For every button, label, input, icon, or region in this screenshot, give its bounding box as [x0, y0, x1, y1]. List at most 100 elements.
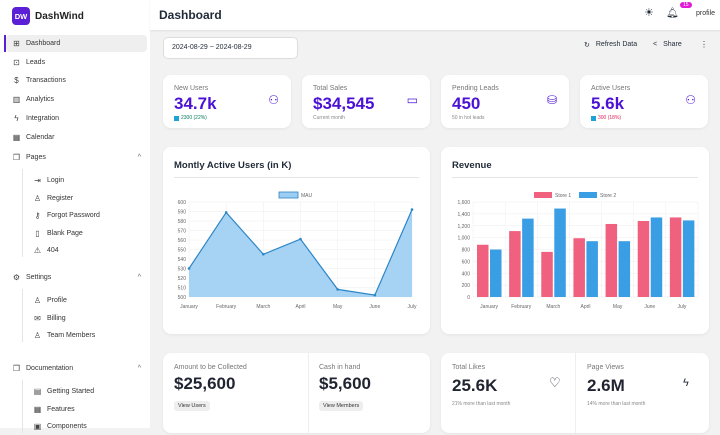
sidebar-item-leads[interactable]: ⊡ Leads: [6, 54, 147, 71]
subitem-icon: ▤: [33, 387, 42, 396]
sidebar-subitem[interactable]: ▯ Blank Page: [6, 225, 147, 242]
subitem-label: Getting Started: [47, 388, 95, 395]
sidebar-subitem[interactable]: ▦ Features: [6, 401, 147, 418]
stat-title: Total Sales: [313, 85, 348, 92]
subitem-icon: ⇥: [34, 176, 41, 185]
amount-value: $25,600: [174, 374, 236, 393]
subitem-label: Login: [47, 177, 65, 184]
stat-value: $34,545: [313, 94, 375, 113]
group-label: Pages: [26, 154, 46, 161]
sidebar-subitem[interactable]: ♙ Register: [6, 190, 147, 207]
sidebar-item-label: Leads: [26, 58, 46, 66]
cash-title: Cash in hand: [319, 364, 361, 371]
chevron-up-icon[interactable]: ^: [137, 154, 141, 161]
sidebar-item-dashboard[interactable]: ⊞ Dashboard: [4, 35, 147, 52]
subitem-icon: ⚠: [33, 246, 42, 256]
stat-card: New Users 34.7k 2300 (22%) ⚇: [163, 75, 291, 128]
sidebar-item-transactions[interactable]: $ Transactions: [6, 72, 147, 89]
stat-title: Active Users: [591, 85, 631, 92]
likes-title: Total Likes: [452, 364, 486, 371]
stat-icon: ▭: [406, 93, 418, 107]
group-icon: ⚙: [12, 273, 21, 282]
view-users-button[interactable]: View Users: [174, 401, 210, 411]
sidebar-group-documentation[interactable]: ❐ Documentation ^: [6, 360, 147, 377]
subitem-label: Blank Page: [47, 229, 83, 237]
notification-bell-icon[interactable]: 🔔︎: [666, 8, 679, 19]
stat-card: Pending Leads 450 50 in hot leads ⛁: [441, 75, 569, 128]
stat-desc: 2300 (22%): [181, 115, 207, 121]
view-members-button[interactable]: View Members: [319, 401, 364, 411]
theme-toggle-sun-icon[interactable]: ☀: [644, 7, 654, 19]
subitem-label: Billing: [47, 314, 66, 322]
views-desc: 14% more than last month: [587, 401, 646, 407]
notification-badge: 15: [680, 2, 692, 8]
stat-value: 34.7k: [174, 94, 217, 113]
stat-title: New Users: [174, 85, 209, 92]
sidebar-subitem[interactable]: ✉ Billing: [6, 310, 147, 327]
refresh-icon: ↻: [584, 42, 590, 49]
bolt-icon: ϟ: [14, 113, 19, 123]
stat-icon: ⚇: [685, 93, 696, 107]
collection-card: Amount to be Collected $25,600 View Users …: [163, 353, 430, 433]
sidebar-item-calendar[interactable]: ▦ Calendar: [6, 129, 147, 146]
stat-value: 450: [452, 94, 481, 113]
subitem-label: Profile: [47, 297, 67, 304]
calendar-icon: ▦: [12, 132, 21, 142]
trend-icon: [174, 115, 179, 121]
stat-desc: 50 in hot leads: [452, 115, 485, 121]
more-options-icon[interactable]: ⋮: [700, 40, 708, 49]
refresh-label: Refresh Data: [595, 41, 638, 48]
engagement-card: Total Likes 25.6K 21% more than last month…: [441, 353, 709, 433]
avatar[interactable]: profile: [696, 10, 716, 17]
chart-title: Revenue: [452, 160, 492, 171]
sidebar-subitem[interactable]: ▤ Getting Started: [6, 383, 147, 400]
stat-icon: ⛁: [546, 93, 557, 107]
group-icon: ❐: [12, 153, 21, 162]
cash-value: $5,600: [319, 374, 371, 393]
subitem-icon: ▣: [33, 422, 42, 432]
sidebar-subitem[interactable]: ▣ Components: [6, 418, 147, 435]
stat-card: Total Sales $34,545 Current month ▭: [302, 75, 430, 128]
logo[interactable]: DW DashWind: [12, 7, 84, 25]
inbox-icon: ⊡: [13, 57, 20, 67]
share-label: Share: [663, 41, 682, 48]
page-title: Dashboard: [159, 8, 222, 22]
refresh-data-button[interactable]: ↻ Refresh Data: [584, 41, 637, 49]
logo-badge: DW: [12, 7, 30, 25]
sidebar-subitem[interactable]: ♙ Team Members: [6, 327, 147, 344]
chevron-up-icon[interactable]: ^: [137, 274, 141, 281]
sidebar-item-label: Dashboard: [26, 40, 61, 47]
subitem-label: 404: [47, 247, 59, 255]
group-label: Settings: [26, 274, 52, 281]
stat-desc: Current month: [313, 115, 345, 121]
heart-icon: ♡: [549, 375, 561, 390]
subitem-label: Components: [47, 423, 87, 431]
app-name: DashWind: [35, 10, 84, 22]
stat-icon: ⚇: [268, 93, 279, 107]
share-icon: <: [653, 41, 658, 48]
trend-icon: [591, 115, 596, 121]
sidebar-item-integration[interactable]: ϟ Integration: [6, 110, 147, 127]
grid-icon: ⊞: [13, 39, 20, 48]
sidebar-subitem[interactable]: ⚠ 404: [6, 242, 147, 259]
mau-chart-card: Montly Active Users (in K): [163, 147, 430, 334]
likes-value: 25.6K: [452, 376, 498, 395]
stat-card: Active Users 5.6k 300 (18%) ⚇: [580, 75, 708, 128]
sidebar-item-analytics[interactable]: ▥ Analytics: [6, 91, 147, 108]
chevron-up-icon[interactable]: ^: [137, 365, 141, 372]
sidebar-group-pages[interactable]: ❐ Pages ^: [6, 149, 147, 166]
share-button[interactable]: < Share: [653, 41, 682, 48]
date-range-picker[interactable]: 2024-08-29 ~ 2024-08-29: [163, 37, 298, 59]
revenue-chart-card: Revenue: [441, 147, 709, 334]
sidebar-subitem[interactable]: ⚷ Forgot Password: [6, 207, 147, 224]
subitem-label: Features: [47, 405, 75, 413]
sidebar-subitem[interactable]: ⇥ Login: [6, 172, 147, 189]
dollar-icon: $: [14, 76, 19, 86]
sidebar-subitem[interactable]: ♙ Profile: [6, 292, 147, 309]
sidebar-group-settings[interactable]: ⚙ Settings ^: [6, 269, 147, 286]
header: Dashboard ☀ 🔔︎ 15 profile: [150, 0, 720, 30]
bar-chart-icon: ▥: [12, 95, 21, 105]
group-icon: ❐: [12, 364, 21, 373]
stat-title: Pending Leads: [452, 85, 499, 92]
sidebar-item-label: Calendar: [26, 133, 55, 141]
